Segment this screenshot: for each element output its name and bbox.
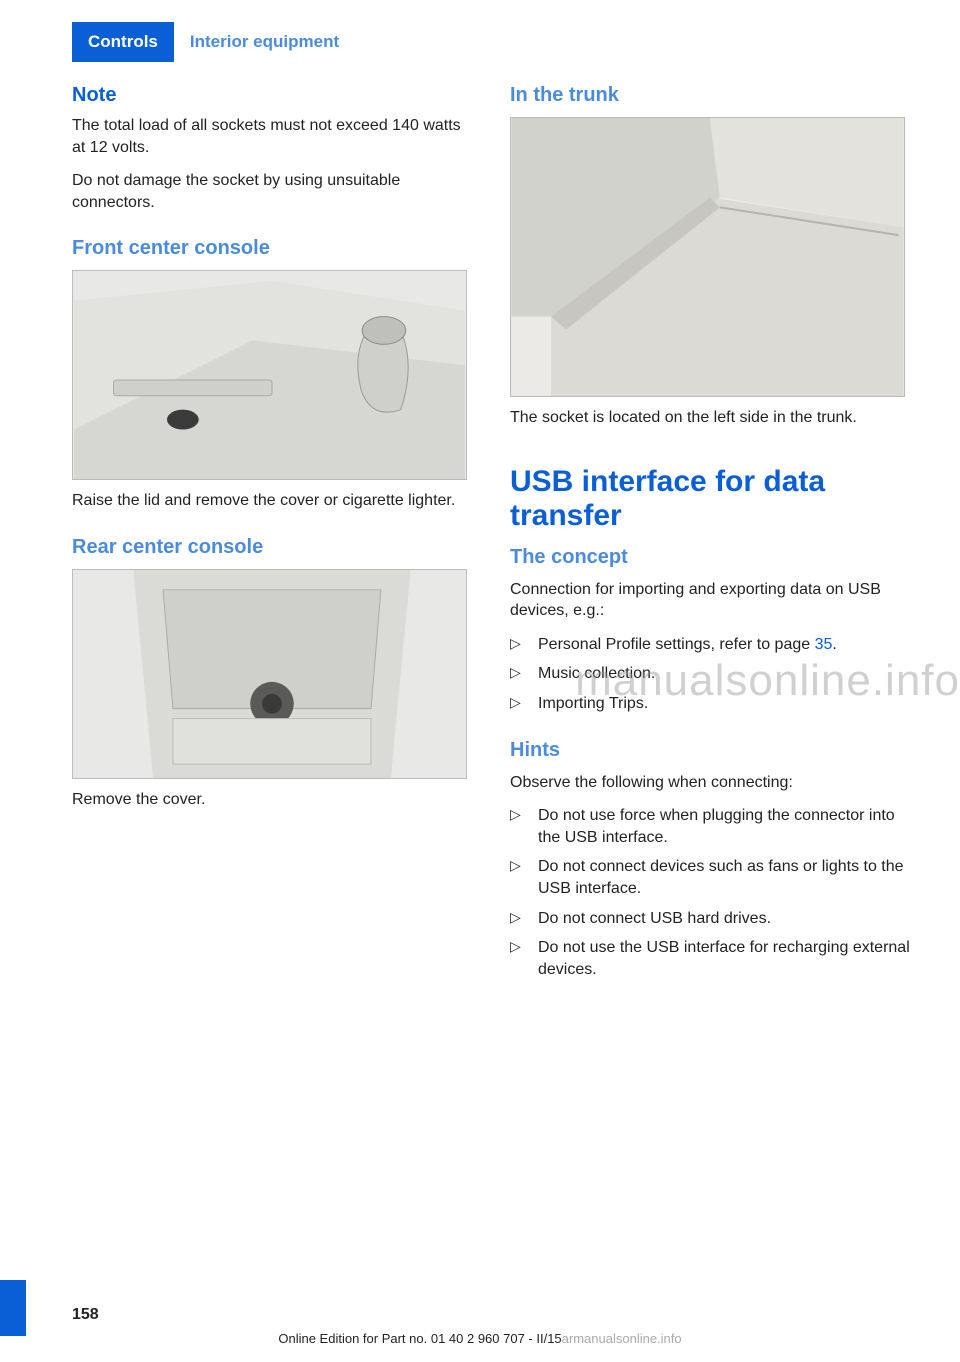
hints-list: Do not use force when plugging the con­n… [510, 805, 912, 980]
rear-center-console-caption: Remove the cover. [72, 789, 474, 811]
usb-interface-heading: USB interface for data transfer [510, 465, 912, 534]
list-item: Personal Profile settings, refer to page… [510, 634, 912, 656]
trunk-caption: The socket is located on the left side i… [510, 407, 912, 429]
list-item-text-post: . [832, 636, 836, 653]
list-item: Do not use force when plugging the con­n… [510, 805, 912, 848]
front-center-console-image [72, 270, 467, 480]
concept-intro: Connection for importing and exporting d… [510, 579, 912, 622]
in-the-trunk-heading: In the trunk [510, 84, 912, 107]
hints-intro: Observe the following when connecting: [510, 772, 912, 794]
front-center-console-caption: Raise the lid and remove the cover or ci… [72, 490, 474, 512]
page-reference-link[interactable]: 35 [815, 636, 833, 653]
rear-console-illustration-icon [73, 570, 466, 778]
note-heading: Note [72, 84, 474, 107]
rear-center-console-image [72, 569, 467, 779]
rear-center-console-heading: Rear center console [72, 536, 474, 559]
tab-controls[interactable]: Controls [72, 22, 174, 62]
columns: Note The total load of all sockets must … [72, 84, 912, 988]
hints-heading: Hints [510, 739, 912, 762]
list-item: Music collection. [510, 663, 912, 685]
trunk-illustration-icon [511, 118, 904, 396]
list-item-text: Personal Profile settings, refer to page [538, 636, 815, 653]
note-paragraph-2: Do not damage the socket by using unsuit… [72, 170, 474, 213]
page-edge-marker [0, 1280, 26, 1336]
list-item: Do not connect devices such as fans or l… [510, 856, 912, 899]
list-item: Do not connect USB hard drives. [510, 908, 912, 930]
console-illustration-icon [73, 271, 466, 479]
header-tabs: Controls Interior equipment [72, 22, 912, 62]
right-column: In the trunk The socket is located on th… [510, 84, 912, 988]
footer-watermark-text: armanualsonline.info [562, 1331, 682, 1346]
list-item: Do not use the USB interface for recharg… [510, 937, 912, 980]
page-content: Controls Interior equipment Note The tot… [0, 0, 960, 988]
footer-line: Online Edition for Part no. 01 40 2 960 … [278, 1331, 681, 1346]
footer-text: Online Edition for Part no. 01 40 2 960 … [278, 1331, 561, 1346]
list-item: Importing Trips. [510, 693, 912, 715]
left-column: Note The total load of all sockets must … [72, 84, 474, 988]
concept-list: Personal Profile settings, refer to page… [510, 634, 912, 715]
trunk-image [510, 117, 905, 397]
the-concept-heading: The concept [510, 546, 912, 569]
front-center-console-heading: Front center console [72, 237, 474, 260]
note-paragraph-1: The total load of all sockets must not e… [72, 115, 474, 158]
content-wrapper: Controls Interior equipment Note The tot… [72, 22, 912, 988]
page-number: 158 [72, 1306, 99, 1324]
tab-interior-equipment[interactable]: Interior equipment [174, 22, 355, 62]
